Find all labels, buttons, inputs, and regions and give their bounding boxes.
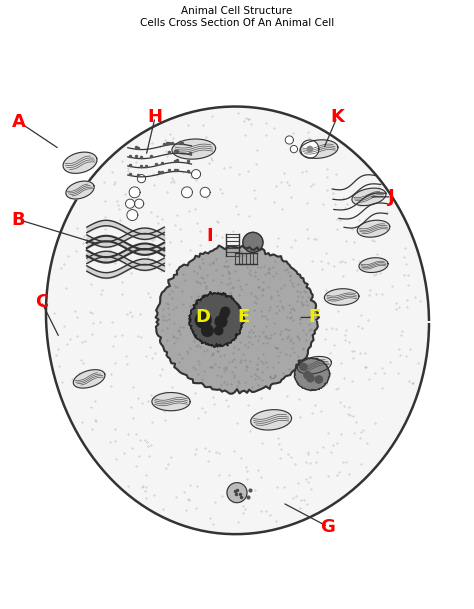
Polygon shape: [127, 209, 138, 220]
Polygon shape: [307, 146, 312, 152]
Polygon shape: [191, 169, 201, 178]
Text: C: C: [35, 292, 48, 311]
Polygon shape: [73, 370, 105, 388]
Polygon shape: [189, 292, 245, 347]
Polygon shape: [300, 140, 338, 158]
Text: A: A: [12, 113, 26, 131]
Polygon shape: [172, 139, 216, 159]
Polygon shape: [352, 188, 386, 206]
Circle shape: [304, 371, 311, 379]
Polygon shape: [137, 175, 146, 183]
Text: J: J: [388, 188, 395, 206]
Circle shape: [307, 375, 314, 382]
Circle shape: [227, 482, 247, 502]
Polygon shape: [200, 188, 210, 197]
Circle shape: [195, 312, 211, 328]
Polygon shape: [324, 289, 359, 305]
Polygon shape: [129, 187, 140, 198]
Text: G: G: [320, 518, 336, 536]
Polygon shape: [152, 393, 190, 410]
Polygon shape: [46, 107, 429, 534]
Polygon shape: [359, 258, 388, 272]
Polygon shape: [251, 410, 292, 430]
Text: D: D: [195, 308, 210, 326]
Polygon shape: [294, 358, 330, 390]
Circle shape: [220, 311, 228, 319]
Circle shape: [315, 376, 322, 383]
Text: H: H: [147, 108, 163, 126]
Polygon shape: [285, 136, 293, 144]
Text: E: E: [237, 308, 250, 326]
Polygon shape: [290, 146, 298, 153]
Circle shape: [300, 363, 307, 370]
Text: F: F: [308, 308, 320, 326]
Polygon shape: [301, 140, 319, 158]
Circle shape: [221, 307, 229, 316]
Polygon shape: [357, 220, 390, 237]
Circle shape: [243, 233, 263, 252]
Text: B: B: [12, 211, 26, 228]
Polygon shape: [63, 152, 97, 174]
Polygon shape: [182, 187, 192, 198]
Circle shape: [201, 325, 213, 336]
Circle shape: [215, 326, 223, 335]
Polygon shape: [126, 199, 135, 208]
Text: Animal Cell Structure
Cells Cross Section Of An Animal Cell: Animal Cell Structure Cells Cross Sectio…: [140, 6, 334, 27]
Text: I: I: [206, 227, 213, 245]
Polygon shape: [297, 356, 331, 374]
Polygon shape: [155, 245, 319, 394]
Circle shape: [215, 315, 227, 328]
Polygon shape: [66, 181, 94, 199]
Text: K: K: [330, 108, 344, 126]
Polygon shape: [135, 199, 144, 208]
